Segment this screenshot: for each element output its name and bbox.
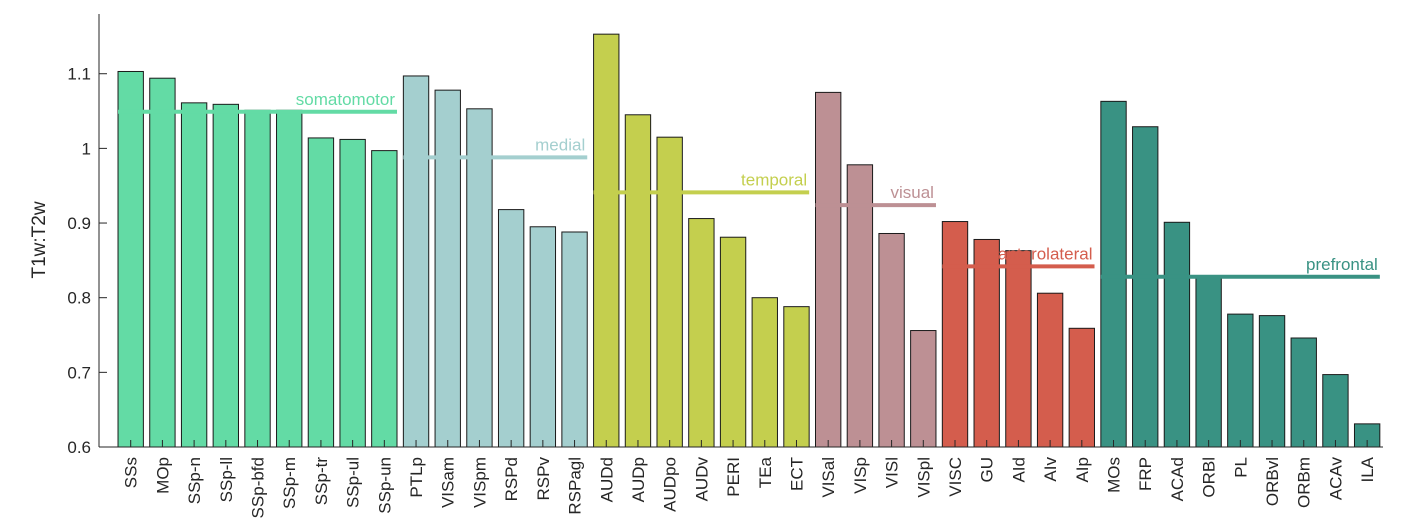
x-tick-label-AUDpo: AUDpo [661, 457, 680, 512]
x-tick-label-ORBl: ORBl [1200, 457, 1219, 498]
bar-AId [1005, 250, 1032, 448]
x-tick-label-SSp-ll: SSp-ll [217, 457, 236, 502]
group-label-medial: medial [535, 135, 585, 154]
bar-AUDd [593, 33, 620, 448]
x-tick-label-FRP: FRP [1136, 457, 1155, 491]
x-tick-label-VISl: VISl [883, 457, 902, 488]
x-tick-label-SSp-n: SSp-n [185, 457, 204, 504]
bar-MOs [1100, 100, 1127, 448]
x-tick-label-ACAv: ACAv [1326, 457, 1345, 501]
bar-PERI [719, 236, 747, 448]
y-axis-label: T1w:T2w [29, 201, 50, 278]
x-tick-label-ILA: ILA [1358, 456, 1377, 482]
bar-VISC [941, 221, 969, 448]
bar-AUDp [624, 114, 652, 448]
bars-layer [117, 33, 1381, 448]
bar-SSp-tr [307, 137, 335, 448]
bar-SSp-n [180, 102, 208, 448]
bar-ACAv [1322, 374, 1349, 448]
bar-ACAd [1163, 221, 1191, 448]
bar-SSp-bfd [244, 109, 271, 448]
x-tick-label-VISpl: VISpl [914, 457, 933, 498]
bar-AIp [1068, 327, 1095, 448]
bar-ECT [783, 306, 810, 448]
x-tick-label-PL: PL [1231, 457, 1250, 478]
group-label-visual: visual [891, 183, 934, 202]
y-tick-label: 0.9 [67, 214, 91, 233]
x-tick-label-GU: GU [978, 457, 997, 483]
y-tick-label: 0.8 [67, 289, 91, 308]
bar-TEa [751, 297, 778, 448]
bar-RSPv [529, 226, 557, 448]
bar-SSp-m [276, 109, 303, 448]
bar-PL [1227, 313, 1254, 448]
x-tick-label-SSp-bfd: SSp-bfd [249, 457, 268, 518]
bar-ORBm [1290, 337, 1317, 448]
axes-layer: 0.6 0.7 0.8 0.9 1 1.1 SSs MOp SSp-n SSp-ll SSp-bfd… [67, 14, 1383, 518]
bar-FRP [1132, 126, 1159, 448]
x-tick-label-SSp-un: SSp-un [375, 457, 394, 514]
group-label-anterolateral: anterolateral [998, 244, 1093, 263]
y-tick-label: 0.7 [67, 363, 91, 382]
bar-AUDv [688, 218, 715, 448]
x-tick-label-MOs: MOs [1105, 457, 1124, 493]
x-tick-label-AId: AId [1009, 457, 1028, 483]
bar-SSp-ll [212, 103, 239, 448]
group-mean-layer: somatomotor medial temporal visual anterolat… [118, 90, 1380, 279]
bar-AUDpo [656, 136, 683, 448]
bar-SSp-ul [339, 138, 366, 448]
x-tick-label-ECT: ECT [787, 457, 806, 491]
x-tick-label-ORBm: ORBm [1295, 457, 1314, 508]
group-label-temporal: temporal [741, 170, 807, 189]
x-tick-label-AUDd: AUDd [597, 457, 616, 502]
x-tick-label-SSp-tr: SSp-tr [312, 457, 331, 506]
bar-RSPd [497, 209, 525, 448]
bar-RSPagl [561, 231, 588, 448]
y-tick-label: 0.6 [67, 438, 91, 457]
x-tick-label-ACAd: ACAd [1168, 457, 1187, 501]
bar-ORBvl [1258, 315, 1286, 448]
bar-ORBl [1195, 276, 1222, 448]
x-tick-label-AUDp: AUDp [629, 457, 648, 502]
group-label-prefrontal: prefrontal [1306, 255, 1378, 274]
x-tick-label-VISpm: VISpm [470, 457, 489, 508]
x-tick-label-RSPv: RSPv [534, 457, 553, 501]
bar-AIv [1036, 292, 1064, 448]
bar-GU [973, 238, 1000, 448]
y-tick-label: 1.1 [67, 65, 91, 84]
bar-MOp [149, 77, 176, 448]
x-tick-label-VISC: VISC [946, 457, 965, 497]
bar-PTLp [402, 75, 430, 448]
bar-VISam [434, 89, 461, 448]
y-tick-label: 1 [82, 139, 91, 158]
x-tick-label-VISal: VISal [819, 457, 838, 498]
x-tick-label-AIp: AIp [1073, 457, 1092, 483]
x-tick-label-PERI: PERI [724, 457, 743, 497]
x-tick-label-TEa: TEa [756, 456, 775, 488]
x-tick-label-AUDv: AUDv [692, 457, 711, 502]
bar-SSp-un [371, 150, 398, 448]
x-tick-label-PTLp: PTLp [407, 457, 426, 498]
x-tick-label-SSs: SSs [122, 457, 141, 488]
x-tick-label-VISam: VISam [439, 457, 458, 508]
bar-VISpm [466, 108, 493, 448]
x-tick-label-VISp: VISp [851, 457, 870, 494]
bar-VISpl [910, 330, 937, 448]
x-tick-label-AIv: AIv [1041, 457, 1060, 482]
bar-VISl [878, 232, 905, 448]
bar-VISp [846, 164, 874, 448]
x-tick-label-RSPd: RSPd [502, 457, 521, 501]
bar-VISal [815, 91, 842, 448]
group-label-somatomotor: somatomotor [296, 90, 396, 109]
x-tick-label-RSPagl: RSPagl [566, 457, 585, 515]
x-tick-label-MOp: MOp [153, 457, 172, 494]
x-tick-label-SSp-m: SSp-m [280, 457, 299, 509]
x-tick-label-ORBvl: ORBvl [1263, 457, 1282, 506]
x-tick-label-SSp-ul: SSp-ul [344, 457, 363, 508]
bar-SSs [117, 70, 144, 448]
